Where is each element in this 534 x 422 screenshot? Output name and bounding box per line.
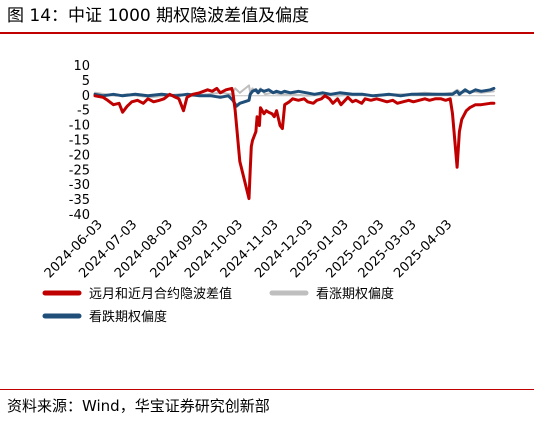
y-tick-label: -10 <box>69 119 90 134</box>
source-note: 资料来源：Wind，华宝证券研究创新部 <box>7 397 270 415</box>
y-tick-label: -5 <box>77 104 90 119</box>
y-tick-label: -40 <box>69 208 90 223</box>
series-line-0 <box>93 86 496 201</box>
series-line-2 <box>93 86 496 108</box>
y-tick-label: -25 <box>69 163 90 178</box>
y-tick-label: 5 <box>82 74 90 89</box>
legend-label: 看涨期权偏度 <box>316 286 394 302</box>
y-tick-label: 0 <box>82 89 90 104</box>
y-tick-label: -35 <box>69 193 90 208</box>
legend-label: 看跌期权偏度 <box>89 309 167 325</box>
y-tick-label: -15 <box>69 134 90 149</box>
y-tick-label: 10 <box>73 59 90 74</box>
y-tick-label: -30 <box>69 178 90 193</box>
title-divider <box>0 32 534 34</box>
legend-label: 远月和近月合约隐波差值 <box>89 286 232 302</box>
source-divider <box>0 389 534 390</box>
y-tick-label: -20 <box>69 148 90 163</box>
chart-title: 图 14：中证 1000 期权隐波差值及偏度 <box>7 6 310 26</box>
